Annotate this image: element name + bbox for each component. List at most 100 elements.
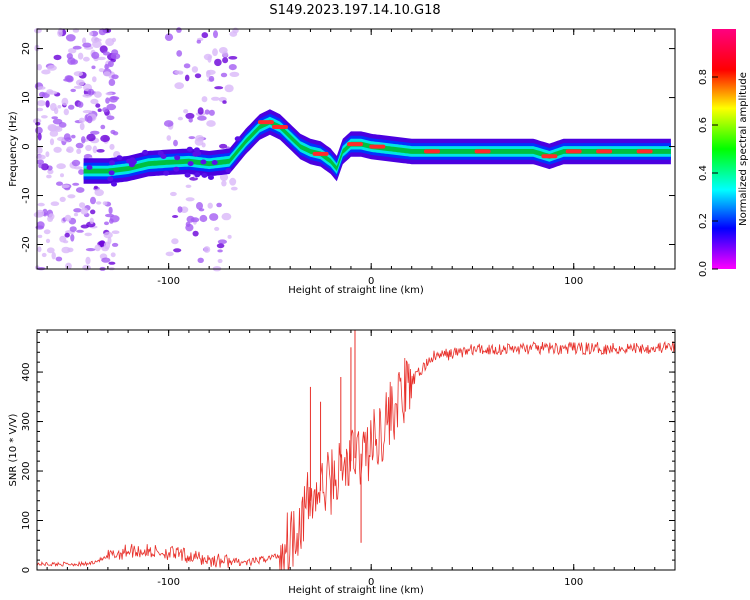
heatmap-noise-blob: [82, 110, 93, 114]
colorbar: 0.0 0.2 0.4 0.6 0.8 Normalized spectral ampl…: [698, 29, 749, 277]
heatmap-noise-blob: [213, 30, 218, 39]
colorbar-ticks: 0.0 0.2 0.4 0.6 0.8: [698, 69, 718, 277]
heatmap-noise-blob: [185, 184, 192, 188]
heatmap-noise-blob: [103, 241, 111, 250]
colorbar-label: Normalized spectral amplitude: [738, 72, 749, 226]
heatmap-noise-blob: [173, 248, 182, 253]
heatmap-ridge-blob: [194, 172, 201, 178]
heatmap-noise-blob: [165, 251, 174, 257]
heatmap-noise-blob: [76, 148, 82, 154]
heatmap-noise-blob: [209, 213, 219, 221]
heatmap-noise-blob: [217, 239, 227, 244]
heatmap-noise-blob: [92, 145, 98, 154]
heatmap-noise-blob: [111, 49, 119, 56]
heatmap-noise-blob: [102, 107, 109, 113]
heatmap-noise-blob: [90, 130, 100, 135]
heatmap-noise-blob: [46, 65, 57, 71]
heatmap-noise-blob: [57, 29, 63, 37]
heatmap-ridge-blob: [211, 160, 218, 165]
heatmap-noise-blob: [66, 148, 71, 152]
heatmap-noise-blob: [56, 163, 66, 170]
heatmap-noise-blob: [91, 65, 96, 70]
snr-y-axis-label: SNR (10 * V/V): [8, 413, 19, 486]
heatmap-noise-blob: [78, 169, 85, 175]
heatmap-noise-blob: [71, 159, 81, 167]
heatmap-noise-blob: [70, 234, 75, 242]
heatmap-ridge-blob: [225, 167, 232, 173]
heatmap-noise-blob: [191, 66, 199, 73]
heatmap-noise-blob: [68, 104, 75, 110]
heatmap-noise-blob: [222, 100, 227, 104]
heatmap-noise-blob: [57, 105, 62, 109]
heatmap-noise-blob: [108, 78, 116, 86]
heatmap-ridge-blob: [186, 146, 193, 152]
heatmap-noise-blob: [50, 201, 60, 206]
heatmap-noise-blob: [49, 138, 55, 146]
heatmap-noise-blob: [73, 212, 79, 217]
heatmap-noise-blob: [222, 57, 229, 64]
heatmap-noise-blob: [51, 116, 58, 120]
heatmap-ridge-blob: [192, 151, 199, 157]
snr-panel: -100 0 100 0 100 200 300 400 Height of straight…: [8, 329, 676, 596]
snr-frame: [36, 329, 676, 571]
heatmap-noise-blob: [228, 64, 237, 71]
heatmap-noise-blob: [59, 196, 66, 202]
heatmap-noise-blob: [196, 202, 203, 210]
snr-ticks: -100 0 100 0 100 200 300 400: [21, 330, 676, 588]
snr-x-axis-label: Height of straight line (km): [288, 585, 424, 596]
heatmap-noise-blob: [177, 116, 183, 121]
heatmap-noise-blob: [45, 151, 50, 158]
heatmap-noise-blob: [55, 256, 63, 262]
colorbar-tick-label: 0.4: [698, 165, 709, 181]
heatmap-noise-blob: [98, 68, 105, 73]
heatmap-noise-blob: [176, 27, 182, 33]
heatmap-noise-blob: [90, 196, 96, 205]
heatmap-noise-blob: [77, 52, 84, 60]
heatmap-noise-blob: [37, 86, 46, 90]
heatmap-noise-blob: [86, 115, 93, 124]
heatmap-ridge-blob: [208, 175, 214, 180]
heatmap-noise-blob: [188, 118, 193, 123]
heatmap-noise-blob: [206, 70, 211, 78]
heatmap-ridge-blob: [109, 160, 115, 166]
heatmap-noise-blob: [41, 69, 51, 75]
heatmap-noise-blob: [203, 246, 211, 253]
heatmap-noise-blob: [98, 28, 107, 36]
snr-x-tick-label: -100: [157, 577, 180, 588]
heatmap-hotspot: [257, 120, 274, 125]
heatmap-ridge-blob: [201, 172, 208, 178]
heatmap-noise-blob: [96, 201, 102, 205]
heatmap-noise-blob: [185, 197, 195, 202]
heatmap-noise-blob: [201, 32, 209, 39]
heatmap-noise-blob: [94, 189, 104, 197]
heatmap-noise-blob: [90, 98, 99, 105]
heatmap-noise-blob: [70, 88, 76, 93]
heatmap-noise-blob: [76, 229, 84, 233]
figure-title: S149.2023.197.14.10.G18: [269, 3, 440, 18]
heatmap-noise-blob: [107, 60, 114, 68]
heatmap-noise-blob: [73, 208, 82, 213]
heatmap-ridge-blob: [173, 166, 180, 172]
heatmap-ridge-blob: [108, 170, 115, 176]
heatmap-noise-blob: [35, 209, 45, 218]
heatmap-noise-blob: [108, 206, 113, 215]
snr-y-tick-label: 200: [21, 461, 32, 480]
heatmap-noise-blob: [201, 96, 208, 103]
heatmap-noise-blob: [163, 120, 174, 127]
heatmap-noise-blob: [194, 73, 202, 79]
colorbar-tick-label: 0.2: [698, 213, 709, 229]
heatmap-noise-blob: [111, 74, 119, 80]
heatmap-noise-blob: [61, 97, 69, 106]
heatmap-noise-blob: [78, 117, 85, 124]
heatmap-noise-blob: [93, 185, 98, 189]
heatmap-noise-blob: [59, 235, 67, 243]
heatmap-noise-blob: [36, 100, 46, 107]
heatmap-noise-blob: [83, 56, 90, 62]
heatmap-ridge-blob: [174, 155, 181, 161]
heatmap-noise-blob: [177, 206, 183, 213]
heatmap-noise-blob: [196, 39, 201, 44]
heatmap-noise-blob: [35, 126, 43, 134]
heatmap-noise-blob: [79, 202, 86, 209]
